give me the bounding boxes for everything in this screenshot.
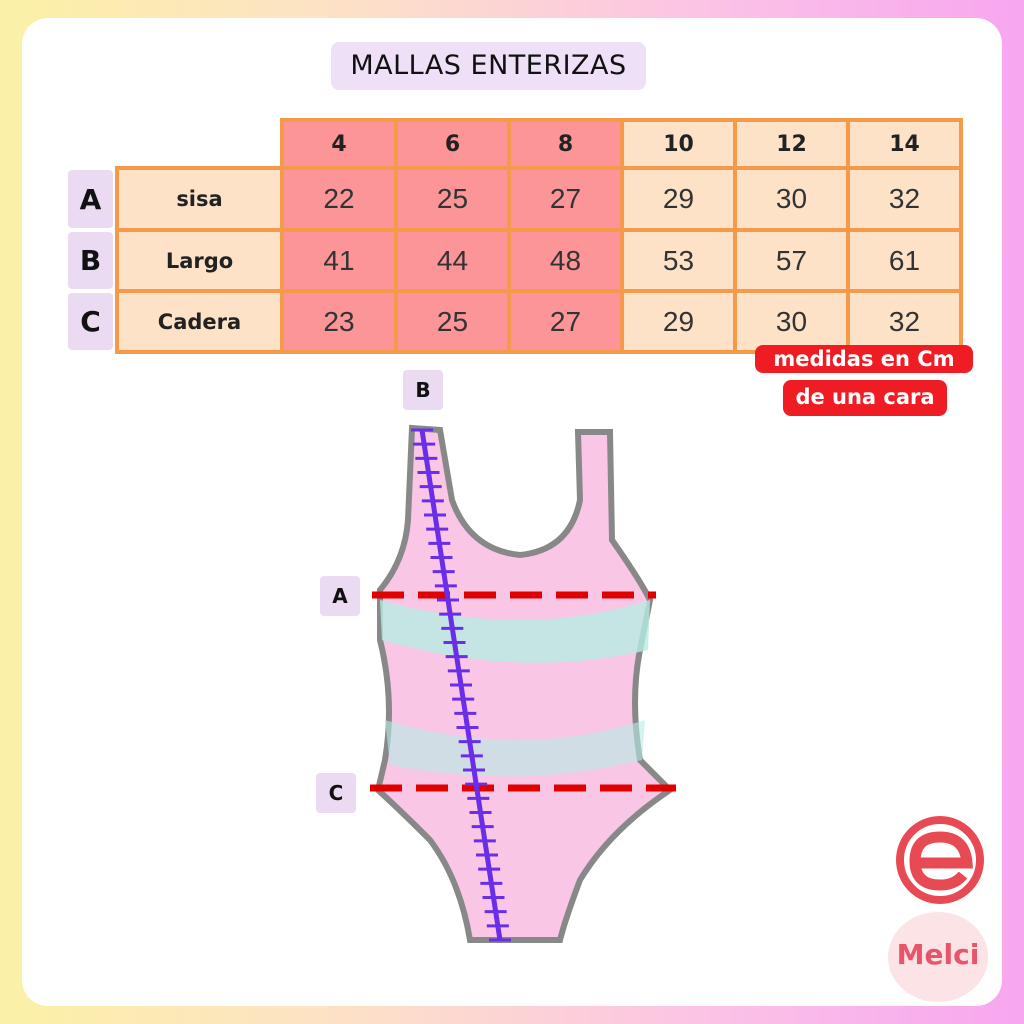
table-cell: 57 — [733, 228, 850, 293]
diagram-label-a: A — [320, 576, 360, 616]
page-title: MALLAS ENTERIZAS — [331, 42, 646, 90]
table-cell: 48 — [507, 228, 624, 293]
row-letter-C: C — [68, 293, 113, 350]
e-logo-icon — [896, 816, 984, 904]
length-ticks — [411, 428, 511, 942]
table-cell: 27 — [507, 289, 624, 354]
table-cell: 25 — [394, 289, 511, 354]
units-note-line1: medidas en Cm — [755, 345, 973, 373]
units-note-line2: de una cara — [783, 380, 947, 416]
row-letter-B: B — [68, 232, 113, 289]
size-header-14: 14 — [846, 118, 963, 170]
table-cell: 23 — [280, 289, 398, 354]
row-letter-A: A — [68, 170, 113, 228]
table-cell: 30 — [733, 166, 850, 232]
melci-logo-badge — [888, 912, 988, 1002]
table-cell: 29 — [620, 289, 737, 354]
melci-logo-text: Melci — [896, 938, 980, 971]
diagram-label-b: B — [403, 370, 443, 410]
swimsuit-illustration — [374, 424, 675, 943]
diagram-label-c: C — [316, 773, 356, 813]
table-cell: 41 — [280, 228, 398, 293]
